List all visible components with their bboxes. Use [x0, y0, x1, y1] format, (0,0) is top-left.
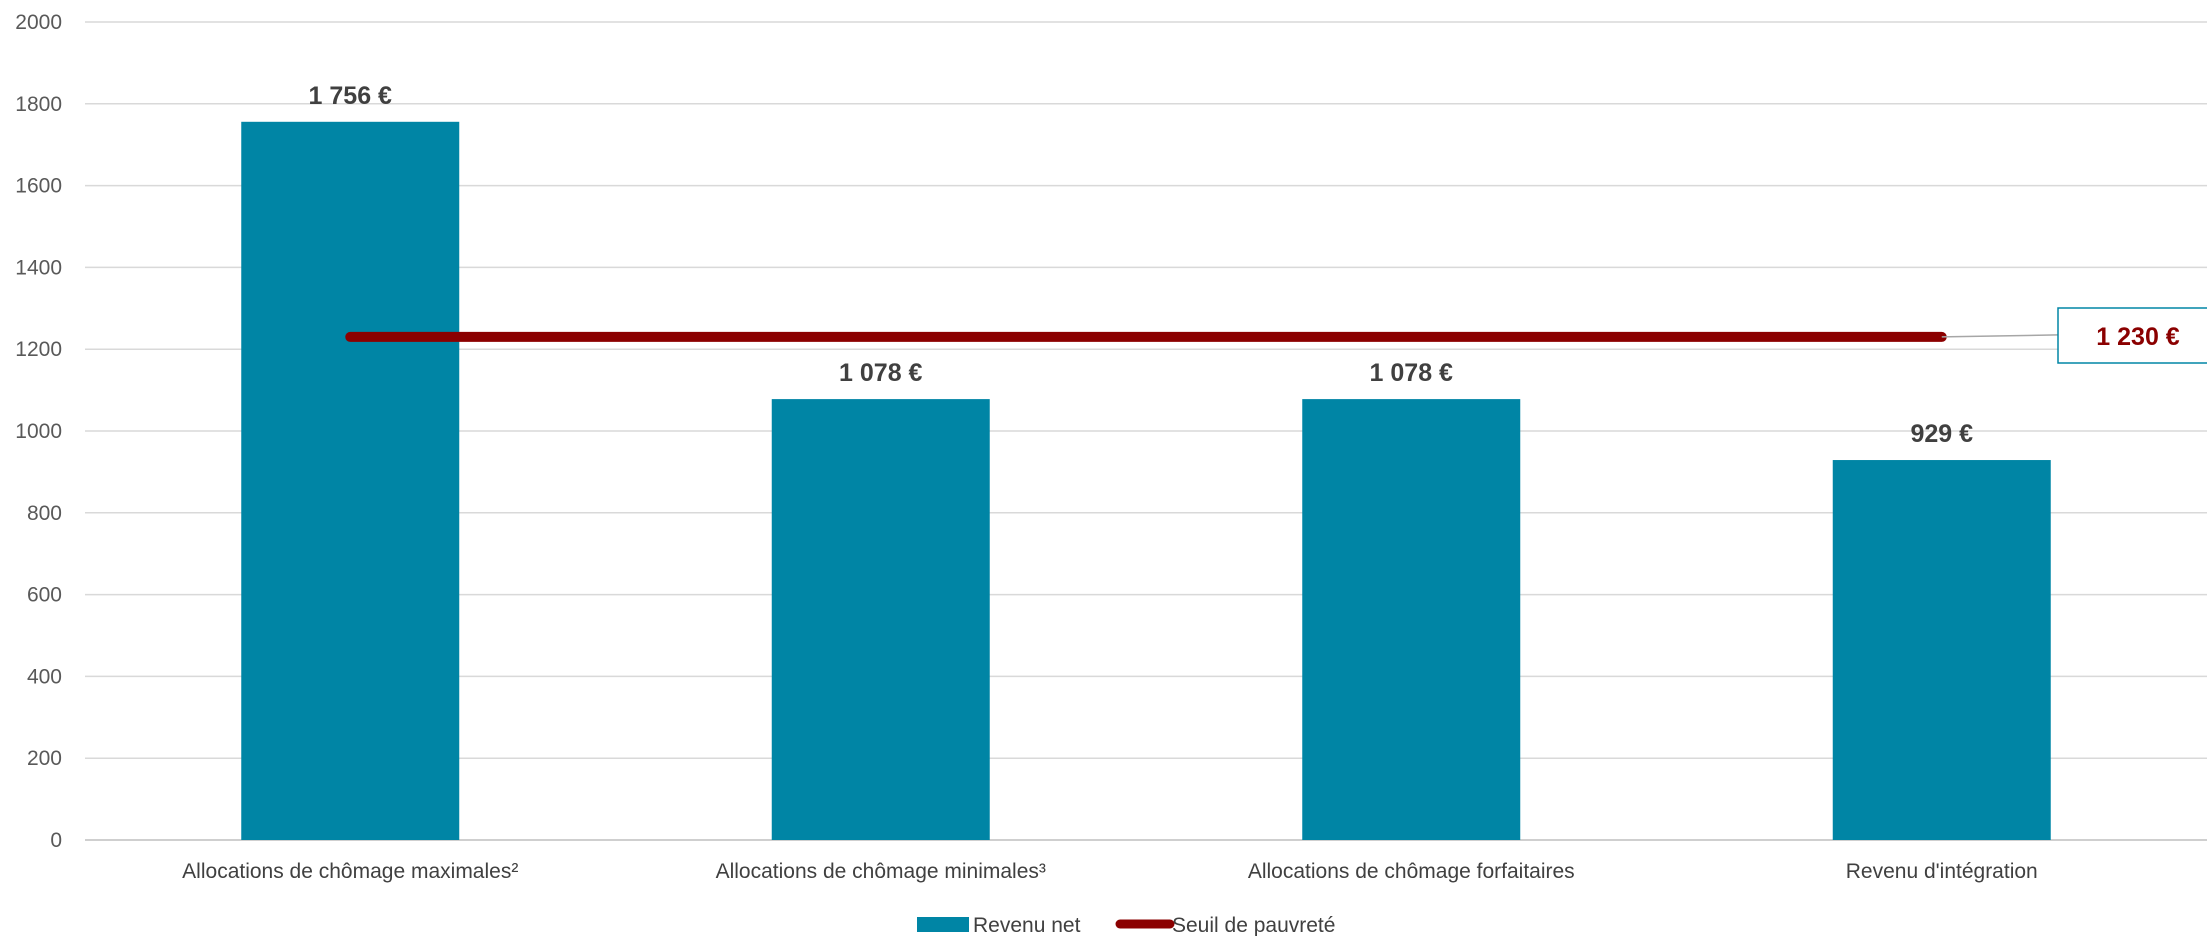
threshold-data-label: 1 230 €: [2096, 323, 2180, 351]
threshold-leader-line: [1941, 334, 2059, 338]
bar-1: [241, 121, 460, 840]
legend-label-revenu-net: Revenu net: [973, 914, 1081, 936]
y-tick-label: 1000: [15, 420, 62, 443]
bar-3: [1302, 399, 1521, 840]
x-category-label: Allocations de chômage minimales³: [716, 860, 1046, 883]
bar-4: [1832, 460, 2051, 840]
y-axis-ticks: 0 200 400 600 800 1000 1200 1400 1600 1800 2000: [15, 11, 62, 852]
y-tick-label: 0: [50, 829, 62, 852]
y-tick-label: 1400: [15, 256, 62, 279]
x-axis-categories: Allocations de chômage maximales² Allocat…: [182, 860, 2038, 883]
y-tick-label: 2000: [15, 11, 62, 34]
legend: Revenu net Seuil de pauvreté: [917, 914, 1335, 936]
data-labels: 1 756 € 1 078 € 1 078 € 929 €: [309, 82, 1974, 448]
bars: [241, 121, 2051, 840]
threshold-callout-box: [2057, 307, 2207, 364]
bar-data-label: 1 756 €: [309, 82, 393, 110]
threshold-line-group: 1 230 €: [345, 307, 2207, 364]
legend-swatch-revenu-net: [917, 917, 969, 932]
y-tick-label: 800: [27, 502, 62, 525]
y-tick-label: 600: [27, 584, 62, 607]
x-category-label: Allocations de chômage forfaitaires: [1248, 860, 1575, 883]
bar-2: [771, 399, 990, 840]
y-tick-label: 1800: [15, 93, 62, 116]
y-tick-label: 1200: [15, 338, 62, 361]
bar-data-label: 1 078 €: [839, 359, 923, 387]
y-tick-label: 400: [27, 665, 62, 688]
bar-data-label: 929 €: [1910, 420, 1973, 448]
bar-data-label: 1 078 €: [1370, 359, 1454, 387]
x-category-label: Revenu d'intégration: [1846, 860, 2038, 883]
y-tick-label: 1600: [15, 175, 62, 198]
legend-label-seuil: Seuil de pauvreté: [1172, 914, 1335, 936]
x-category-label: Allocations de chômage maximales²: [182, 860, 518, 883]
y-tick-label: 200: [27, 747, 62, 770]
